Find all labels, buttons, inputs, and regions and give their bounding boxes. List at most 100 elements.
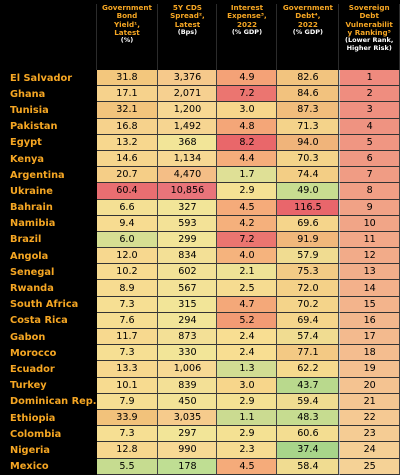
rank-cell: 8 — [339, 183, 400, 200]
government-debt-cell: 77.1 — [277, 345, 340, 362]
cds-spread-cell: 602 — [158, 264, 218, 281]
cds-spread-cell: 593 — [158, 215, 218, 232]
rank-cell: 25 — [339, 458, 400, 475]
country-cell: Ethiopia — [6, 409, 97, 427]
cds-spread-cell: 834 — [158, 248, 218, 265]
cds-spread-cell: 327 — [158, 199, 218, 216]
bond-yield-cell: 7.9 — [96, 393, 159, 410]
country-cell: Ghana — [6, 86, 97, 103]
country-cell: Ukraine — [6, 183, 97, 200]
interest-expense-cell: 2.9 — [217, 183, 278, 200]
table-row: Brazil 6.0 299 7.2 91.9 11 — [6, 231, 400, 249]
government-debt-cell: 43.7 — [277, 377, 340, 394]
table-row: Namibia 9.4 593 4.2 69.6 10 — [6, 215, 400, 232]
table-row: Gabon 11.7 873 2.4 57.4 17 — [6, 329, 400, 346]
rank-cell: 7 — [339, 167, 400, 184]
interest-expense-cell: 4.7 — [217, 296, 278, 313]
government-debt-cell: 69.6 — [277, 215, 340, 232]
government-debt-cell: 94.0 — [277, 134, 340, 151]
table-row: Tunisia 32.1 1,200 3.0 87.3 3 — [6, 102, 400, 119]
table-row: South Africa 7.3 315 4.7 70.2 15 — [6, 296, 400, 313]
header-row: Government Bond Yield¹, Latest (%) 5Y CDS … — [6, 3, 400, 70]
table-row: Pakistan 16.8 1,492 4.8 71.3 4 — [6, 118, 400, 135]
country-cell: Kenya — [6, 150, 97, 168]
rank-cell: 6 — [339, 150, 400, 168]
government-debt-cell: 70.3 — [277, 150, 340, 168]
cds-spread-cell: 450 — [158, 393, 218, 410]
country-cell: Angola — [6, 248, 97, 265]
bond-yield-cell: 7.6 — [96, 312, 159, 329]
rank-cell: 23 — [339, 426, 400, 443]
table-row: Ghana 17.1 2,071 7.2 84.6 2 — [6, 86, 400, 103]
header-unit: (%) — [120, 36, 134, 45]
table-row: Dominican Rep. 7.9 450 2.9 59.4 21 — [6, 393, 400, 410]
country-cell: Costa Rica — [6, 312, 97, 329]
country-cell: Gabon — [6, 329, 97, 346]
interest-expense-cell: 7.2 — [217, 231, 278, 249]
government-debt-cell: 57.9 — [277, 248, 340, 265]
table-row: Nigeria 12.8 990 2.3 37.4 24 — [6, 442, 400, 459]
header-unit: (% GDP) — [292, 27, 323, 36]
government-debt-cell: 84.6 — [277, 86, 340, 103]
government-debt-cell: 59.4 — [277, 393, 340, 410]
header-title: Government Debt⁴, 2022 — [282, 3, 333, 29]
cds-spread-cell: 368 — [158, 134, 218, 151]
header-unit: (% GDP) — [231, 27, 263, 36]
bond-yield-cell: 33.9 — [96, 409, 159, 427]
rank-cell: 4 — [339, 118, 400, 135]
country-cell: Dominican Rep. — [6, 393, 97, 410]
interest-expense-cell: 3.0 — [217, 102, 278, 119]
cds-spread-cell: 990 — [158, 442, 218, 459]
table-row: Bahrain 6.6 327 4.5 116.5 9 — [6, 199, 400, 216]
table-row: Costa Rica 7.6 294 5.2 69.4 16 — [6, 312, 400, 329]
table-body: El Salvador 31.8 3,376 4.9 82.6 1 Ghana 17.1 2,0… — [6, 70, 400, 475]
rank-cell: 10 — [339, 215, 400, 232]
government-debt-cell: 60.6 — [277, 426, 340, 443]
bond-yield-cell: 9.4 — [96, 215, 159, 232]
country-cell: Pakistan — [6, 118, 97, 135]
cds-spread-cell: 839 — [158, 377, 218, 394]
interest-expense-cell: 2.4 — [217, 329, 278, 346]
rank-cell: 2 — [339, 86, 400, 103]
table-row: Morocco 7.3 330 2.4 77.1 18 — [6, 345, 400, 362]
table-row: Kenya 14.6 1,134 4.4 70.3 6 — [6, 150, 400, 168]
government-debt-cell: 48.3 — [277, 409, 340, 427]
interest-expense-cell: 4.0 — [217, 248, 278, 265]
country-cell: South Africa — [6, 296, 97, 313]
bond-yield-cell: 7.3 — [96, 426, 159, 443]
government-debt-cell: 37.4 — [277, 442, 340, 459]
interest-expense-cell: 2.9 — [217, 426, 278, 443]
government-debt-cell: 57.4 — [277, 329, 340, 346]
table-row: Turkey 10.1 839 3.0 43.7 20 — [6, 377, 400, 394]
interest-expense-cell: 4.8 — [217, 118, 278, 135]
table-row: Senegal 10.2 602 2.1 75.3 13 — [6, 264, 400, 281]
government-debt-cell: 116.5 — [277, 199, 340, 216]
header-title: Sovereign Debt Vulnerabilit y Ranking⁵ — [345, 3, 393, 37]
table-row: El Salvador 31.8 3,376 4.9 82.6 1 — [6, 70, 400, 87]
cds-spread-cell: 297 — [158, 426, 218, 443]
bond-yield-header: Government Bond Yield¹, Latest (%) — [97, 3, 159, 70]
table-row: Mexico 5.5 178 4.5 58.4 25 — [6, 458, 400, 475]
interest-expense-cell: 4.5 — [217, 199, 278, 216]
cds-spread-cell: 10,856 — [158, 183, 218, 200]
rank-cell: 24 — [339, 442, 400, 459]
government-debt-cell: 49.0 — [277, 183, 340, 200]
bond-yield-cell: 10.1 — [96, 377, 159, 394]
rank-cell: 12 — [339, 248, 400, 265]
interest-expense-cell: 2.1 — [217, 264, 278, 281]
rank-cell: 13 — [339, 264, 400, 281]
government-debt-cell: 74.4 — [277, 167, 340, 184]
table-row: Ukraine 60.4 10,856 2.9 49.0 8 — [6, 183, 400, 200]
cds-spread-cell: 178 — [158, 458, 218, 475]
government-debt-cell: 75.3 — [277, 264, 340, 281]
interest-expense-cell: 8.2 — [217, 134, 278, 151]
bond-yield-cell: 7.3 — [96, 345, 159, 362]
interest-expense-cell: 1.3 — [217, 361, 278, 378]
country-cell: Namibia — [6, 215, 97, 232]
rank-cell: 22 — [339, 409, 400, 427]
country-header — [6, 4, 97, 70]
interest-expense-cell: 4.9 — [217, 70, 278, 87]
country-cell: Mexico — [6, 458, 97, 475]
interest-expense-cell: 4.5 — [217, 458, 278, 475]
table-row: Ethiopia 33.9 3,035 1.1 48.3 22 — [6, 409, 400, 427]
